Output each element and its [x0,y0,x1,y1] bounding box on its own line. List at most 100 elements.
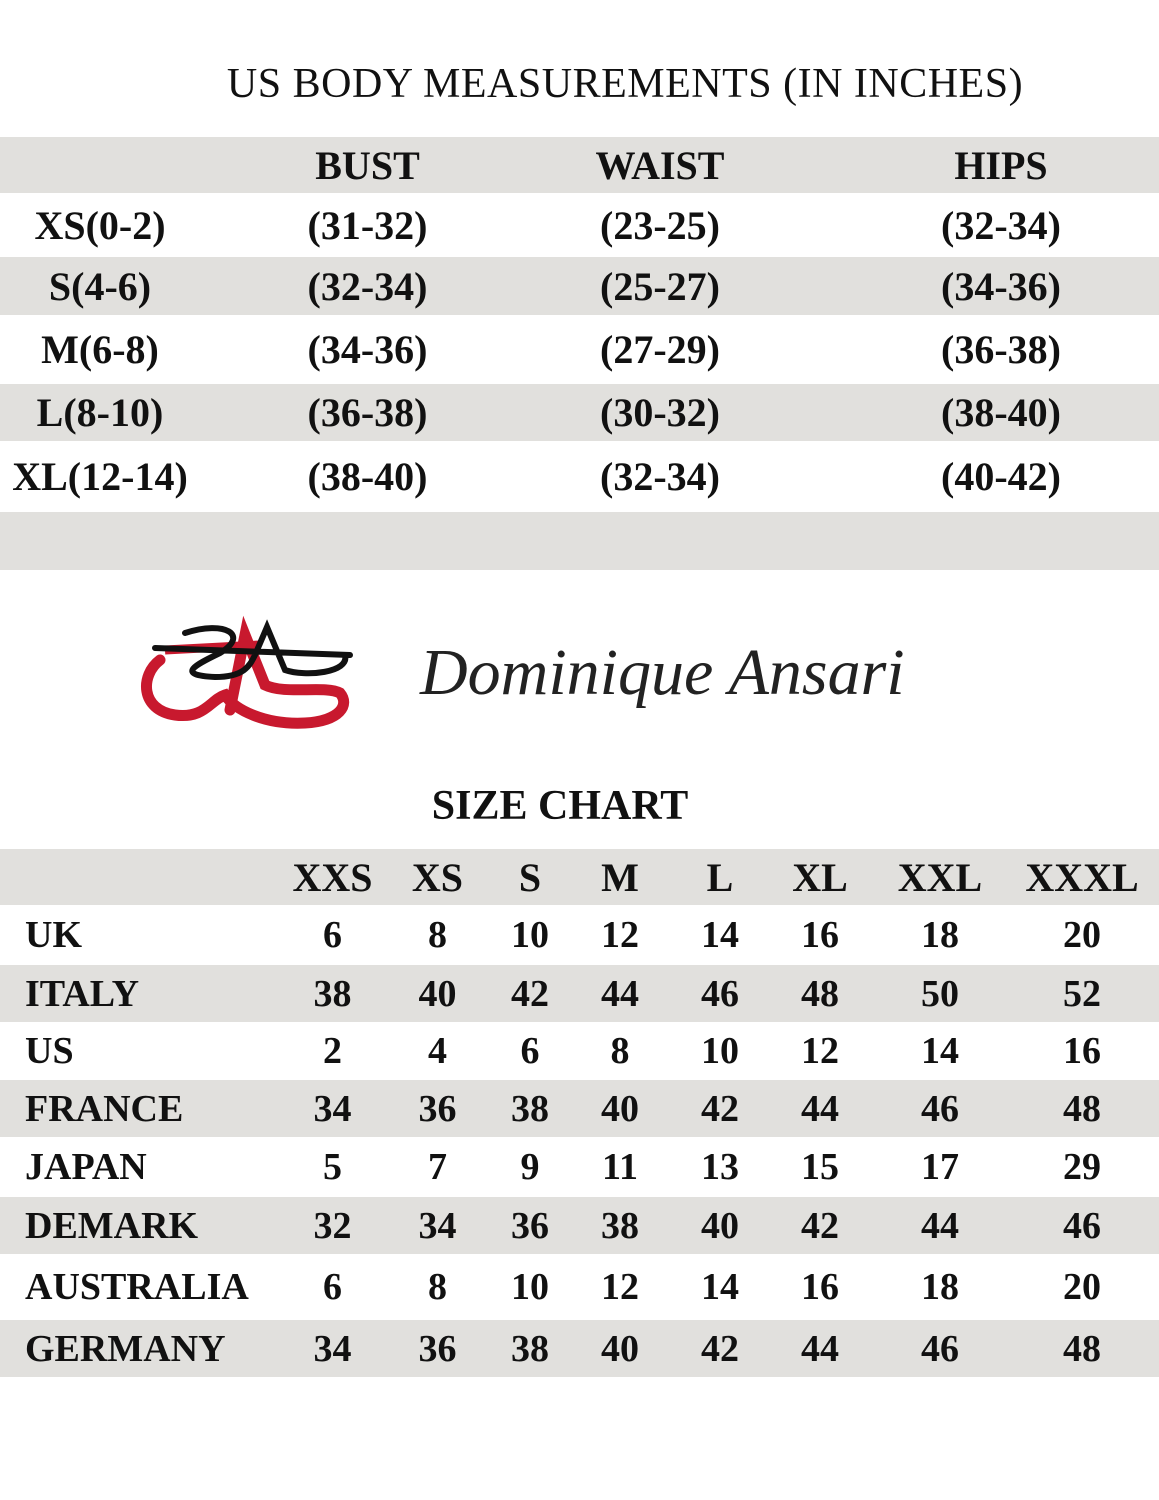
size-cell: 40 [418,972,457,1015]
table-row: L(8-10) (36-38) (30-32) (38-40) [0,384,1159,441]
size-cell: 12 [801,1030,839,1072]
table-row: ITALY 38 40 42 44 46 48 50 52 [0,965,1159,1022]
size-cell: 34 [313,1087,352,1130]
size-cell: 20 [1063,914,1101,956]
size-cell: 12 [601,914,639,956]
size-cell: 18 [921,914,959,956]
size-cell: 34 [313,1327,352,1370]
size-cell: 20 [1063,1266,1101,1308]
size-cell: 8 [428,914,447,956]
size-cell: 48 [801,972,839,1015]
measurement-cell: (32-34) [941,202,1061,248]
size-cell: 12 [601,1266,639,1308]
header-cell: XS [411,854,464,900]
size-cell: 38 [313,972,352,1015]
table-row: S(4-6) (32-34) (25-27) (34-36) [0,257,1159,315]
size-label: M(6-8) [41,327,159,372]
header-cell: S [518,854,542,900]
header-bust: BUST [315,142,420,188]
size-cell: 38 [511,1327,549,1370]
measurement-cell: (30-32) [600,390,720,435]
size-cell: 16 [801,914,839,956]
country-label: US [25,1030,74,1072]
measurement-cell: (34-36) [307,327,428,372]
size-cell: 2 [323,1030,342,1072]
size-cell: 48 [1063,1087,1101,1130]
size-cell: 4 [428,1030,447,1072]
size-cell: 42 [701,1327,739,1370]
size-cell: 46 [701,972,739,1015]
size-cell: 6 [323,914,342,956]
size-cell: 5 [323,1146,342,1188]
table-row: M(6-8) (34-36) (27-29) (36-38) [0,315,1159,384]
size-cell: 15 [801,1146,839,1188]
country-label: UK [25,914,82,956]
size-cell: 11 [602,1146,638,1188]
header-hips: HIPS [954,142,1048,188]
table-row: FRANCE 34 36 38 40 42 44 46 48 [0,1080,1159,1137]
brand-name: Dominique Ansari [420,636,905,709]
size-cell: 29 [1063,1146,1101,1188]
header-cell: XXXL [1025,854,1139,900]
size-cell: 46 [921,1327,959,1370]
size-cell: 16 [801,1266,839,1308]
size-cell: 16 [1063,1030,1101,1072]
country-label: GERMANY [25,1327,226,1370]
size-cell: 14 [701,914,739,956]
size-cell: 6 [323,1266,342,1308]
size-cell: 50 [921,972,959,1015]
size-label: XL(12-14) [12,454,188,499]
size-cell: 14 [921,1030,959,1072]
measurement-cell: (38-40) [307,454,428,499]
size-cell: 38 [601,1204,639,1247]
size-cell: 44 [801,1087,839,1130]
size-chart-title: SIZE CHART [431,783,689,829]
table-row: UK 6 8 10 12 14 16 18 20 [0,905,1159,965]
size-cell: 36 [418,1087,457,1130]
size-cell: 36 [511,1204,549,1247]
table-row: AUSTRALIA 6 8 10 12 14 16 18 20 [0,1254,1159,1320]
size-cell: 32 [313,1204,352,1247]
measurement-cell: (32-34) [307,263,428,309]
country-label: FRANCE [25,1087,184,1130]
us-measurements-title: US BODY MEASUREMENTS (IN INCHES) [226,61,1024,107]
size-cell: 8 [428,1266,447,1308]
country-label: AUSTRALIA [25,1266,249,1308]
size-cell: 38 [511,1087,549,1130]
size-cell: 44 [601,972,639,1015]
measurement-cell: (36-38) [307,390,428,435]
size-cell: 10 [511,914,549,956]
size-cell: 44 [801,1327,839,1370]
table-row: DEMARK 32 34 36 38 40 42 44 46 [0,1197,1159,1254]
table-row: XL(12-14) (38-40) (32-34) (40-42) [0,441,1159,512]
size-label: XS(0-2) [34,202,166,248]
size-cell: 10 [701,1030,739,1072]
table-row: GERMANY 34 36 38 40 42 44 46 48 [0,1320,1159,1377]
header-waist: WAIST [595,142,725,188]
brand-logo [141,615,353,729]
size-cell: 40 [601,1327,639,1370]
country-label: DEMARK [25,1204,199,1247]
size-cell: 44 [921,1204,959,1247]
size-cell: 42 [701,1087,739,1130]
header-cell: XXS [292,854,373,900]
size-cell: 14 [701,1266,739,1308]
size-cell: 8 [610,1030,630,1072]
measurement-cell: (31-32) [307,202,428,248]
measurement-cell: (34-36) [941,263,1061,309]
header-cell: M [601,854,639,900]
size-cell: 13 [701,1146,739,1188]
measurement-cell: (36-38) [941,327,1061,372]
measurement-cell: (23-25) [600,202,720,248]
size-cell: 7 [428,1146,447,1188]
size-cell: 48 [1063,1327,1101,1370]
size-cell: 46 [1063,1204,1101,1247]
table-row: XS(0-2) (31-32) (23-25) (32-34) [0,193,1159,257]
table-row: US 2 4 6 8 10 12 14 16 [0,1022,1159,1080]
measurement-cell: (38-40) [941,390,1061,435]
header-cell: L [706,854,734,900]
size-cell: 40 [601,1087,639,1130]
empty-band [0,512,1159,570]
country-label: ITALY [25,972,140,1015]
size-label: S(4-6) [48,263,152,309]
